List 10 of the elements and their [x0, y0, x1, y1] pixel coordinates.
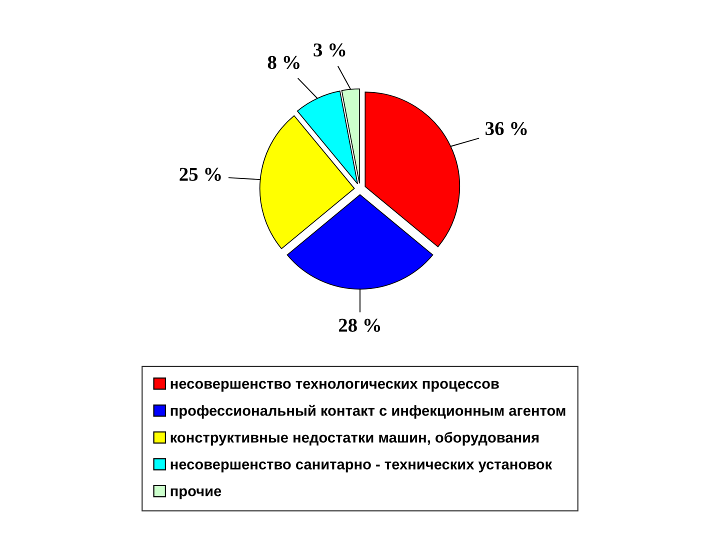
- legend-label: несовершенство санитарно - технических установок: [170, 461, 552, 472]
- legend-label: конструктивные недостатки машин, оборудования: [170, 432, 539, 446]
- data-label: 3 %: [314, 43, 346, 57]
- legend-label: прочие: [170, 488, 222, 500]
- data-label: 28 %: [338, 318, 380, 332]
- data-label: 8 %: [268, 56, 300, 70]
- legend-label: несовершенство технологических процессов: [170, 380, 499, 392]
- legend-label: профессиональный контакт с инфекционным агентом: [170, 404, 566, 419]
- data-label: 25 %: [180, 168, 221, 181]
- data-label: 36 %: [486, 122, 527, 136]
